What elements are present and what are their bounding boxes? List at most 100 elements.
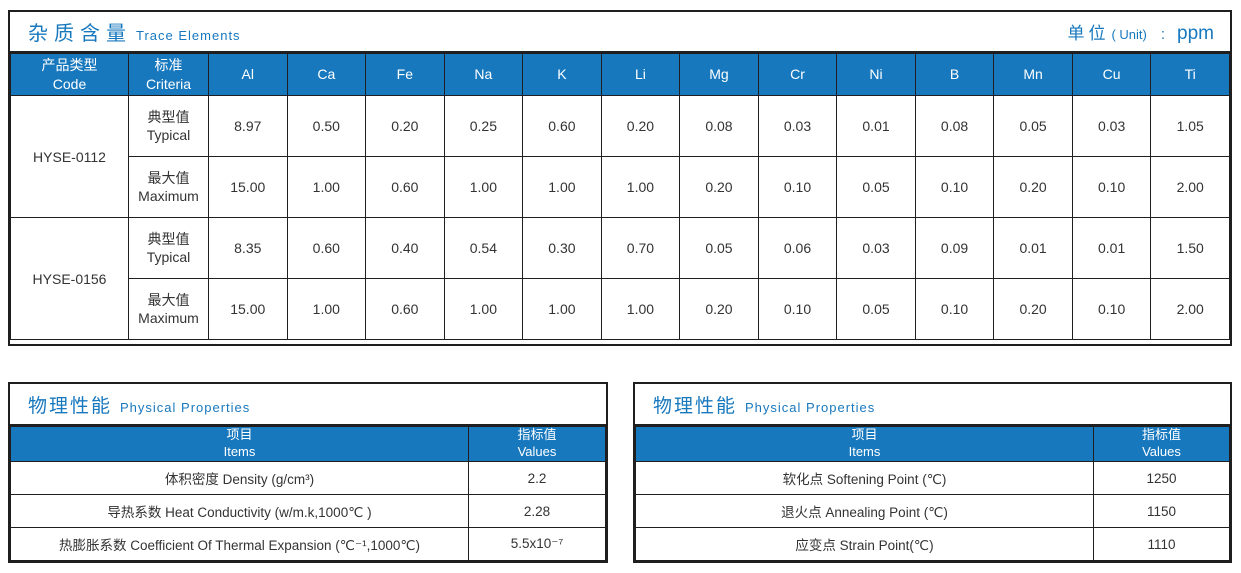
physical-left-header-row: 项目 Items 指标值 Values [10,426,606,462]
property-item-cell: 热膨胀系数 Coefficient Of Thermal Expansion (… [10,527,469,561]
column-header-values: 指标值 Values [1093,426,1230,462]
trace-value-cell: 15.00 [208,156,288,218]
trace-value-cell: 0.10 [914,278,995,340]
column-header-criteria-zh: 标准 [154,57,183,74]
unit-label: 单位 ( Unit) : ppm [1067,19,1214,45]
column-header-code-en: Code [52,75,87,92]
trace-title-zh: 杂质含量 [28,23,132,45]
table-row: 体积密度 Density (g/cm³) 2.2 [10,461,606,495]
column-header-element: Fe [365,53,445,96]
trace-value-cell: 0.10 [1071,156,1152,218]
property-value-cell: 1250 [1093,461,1230,495]
criteria-label-cell: 最大值 Maximum [128,156,209,218]
physical-right-table: 项目 Items 指标值 Values 软化点 Softening Point … [635,426,1230,561]
criteria-label-cell: 典型值 Typical [128,95,209,157]
column-header-code-zh: 产品类型 [41,57,98,74]
trace-value-cell: 0.20 [993,278,1073,340]
property-value-cell: 1150 [1093,494,1230,528]
trace-value-cell: 0.54 [443,217,524,279]
trace-value-cell: 0.03 [1071,95,1152,157]
trace-header-row: 产品类型 Code 标准 Criteria Al Ca Fe Na K Li M… [10,53,1230,96]
trace-value-cell: 15.00 [208,278,288,340]
trace-value-cell: 1.00 [286,156,367,218]
property-value-cell: 1110 [1093,527,1230,561]
trace-value-cell: 0.50 [286,95,367,157]
trace-value-cell: 8.97 [208,95,288,157]
column-header-element: Mg [679,53,759,96]
trace-value-cell: 0.10 [1071,278,1152,340]
product-code-cell: HYSE-0112 [10,95,129,218]
table-row-maximum: 最大值 Maximum 15.00 1.00 0.60 1.00 1.00 1.… [11,156,1230,218]
property-item-cell: 体积密度 Density (g/cm³) [10,461,469,495]
trace-value-cell: 0.70 [600,217,681,279]
trace-value-cell: 0.09 [914,217,995,279]
column-header-items: 项目 Items [10,426,469,462]
column-header-element: Li [600,53,681,96]
trace-value-cell: 1.50 [1150,217,1230,279]
property-item-cell: 退火点 Annealing Point (℃) [635,494,1094,528]
column-header-element: Ni [836,53,916,96]
property-item-cell: 导热系数 Heat Conductivity (w/m.k,1000℃ ) [10,494,469,528]
table-row-typical: HYSE-0156 典型值 Typical 8.35 0.60 0.40 0.5… [10,217,1230,340]
table-row: 软化点 Softening Point (℃) 1250 [635,461,1230,495]
trace-value-cell: 0.20 [365,95,445,157]
column-header-element: Ca [286,53,367,96]
trace-value-cell: 0.01 [1071,217,1152,279]
column-header-element: Al [208,53,288,96]
table-row-typical: HYSE-0112 典型值 Typical 8.97 0.50 0.20 0.2… [10,95,1230,218]
trace-value-cell: 0.30 [522,217,602,279]
physical-right-title-zh: 物理性能 [653,395,738,417]
column-header-values: 指标值 Values [468,426,606,462]
table-row: 退火点 Annealing Point (℃) 1150 [635,494,1230,528]
column-header-element: Ti [1150,53,1230,96]
physical-right-title-en: Physical Properties [745,399,876,415]
column-header-code: 产品类型 Code [10,53,129,96]
trace-value-cell: 1.05 [1150,95,1230,157]
trace-value-cell: 0.03 [836,217,916,279]
product-code-cell: HYSE-0156 [10,217,129,340]
trace-value-cell: 1.00 [522,156,602,218]
trace-value-cell: 0.60 [365,278,445,340]
column-header-element: Cr [757,53,838,96]
column-header-element: Na [443,53,524,96]
physical-left-table: 项目 Items 指标值 Values 体积密度 Density (g/cm³)… [10,426,606,561]
trace-value-cell: 0.01 [836,95,916,157]
column-header-items: 项目 Items [635,426,1094,462]
physical-right-header-row: 项目 Items 指标值 Values [635,426,1230,462]
table-row-maximum: 最大值 Maximum 15.00 1.00 0.60 1.00 1.00 1.… [11,278,1230,340]
trace-value-cell: 1.00 [286,278,367,340]
column-header-element: K [522,53,602,96]
trace-value-cell: 0.10 [757,278,838,340]
trace-value-cell: 1.00 [522,278,602,340]
physical-left-title: 物理性能 Physical Properties [28,391,250,418]
trace-value-cell: 0.03 [757,95,838,157]
property-value-cell: 2.2 [468,461,606,495]
trace-value-cell: 0.06 [757,217,838,279]
trace-value-cell: 0.20 [679,278,759,340]
trace-title-bar: 杂质含量 Trace Elements 单位 ( Unit) : ppm [10,12,1230,53]
property-item-cell: 应变点 Strain Point(℃) [635,527,1094,561]
trace-elements-section: 杂质含量 Trace Elements 单位 ( Unit) : ppm 产品类… [8,10,1232,346]
physical-properties-right-section: 物理性能 Physical Properties 项目 Items 指标值 Va… [633,382,1232,563]
trace-value-cell: 0.60 [286,217,367,279]
trace-value-cell: 0.20 [993,156,1073,218]
trace-value-cell: 0.01 [993,217,1073,279]
column-header-element: Mn [993,53,1073,96]
physical-left-title-bar: 物理性能 Physical Properties [10,384,606,426]
physical-right-title-bar: 物理性能 Physical Properties [635,384,1230,426]
trace-value-cell: 0.05 [993,95,1073,157]
trace-value-cell: 0.05 [836,278,916,340]
trace-value-cell: 0.25 [443,95,524,157]
trace-value-cell: 0.40 [365,217,445,279]
trace-value-cell: 0.60 [522,95,602,157]
criteria-label-cell: 最大值 Maximum [128,278,209,340]
trace-value-cell: 2.00 [1150,156,1230,218]
column-header-criteria-en: Criteria [145,75,192,92]
trace-elements-table: 产品类型 Code 标准 Criteria Al Ca Fe Na K Li M… [10,53,1230,340]
column-header-element: Cu [1071,53,1152,96]
physical-properties-left-section: 物理性能 Physical Properties 项目 Items 指标值 Va… [8,382,608,563]
trace-value-cell: 0.20 [600,95,681,157]
trace-title-en: Trace Elements [136,28,241,43]
criteria-label-cell: 典型值 Typical [128,217,209,279]
trace-value-cell: 0.08 [914,95,995,157]
